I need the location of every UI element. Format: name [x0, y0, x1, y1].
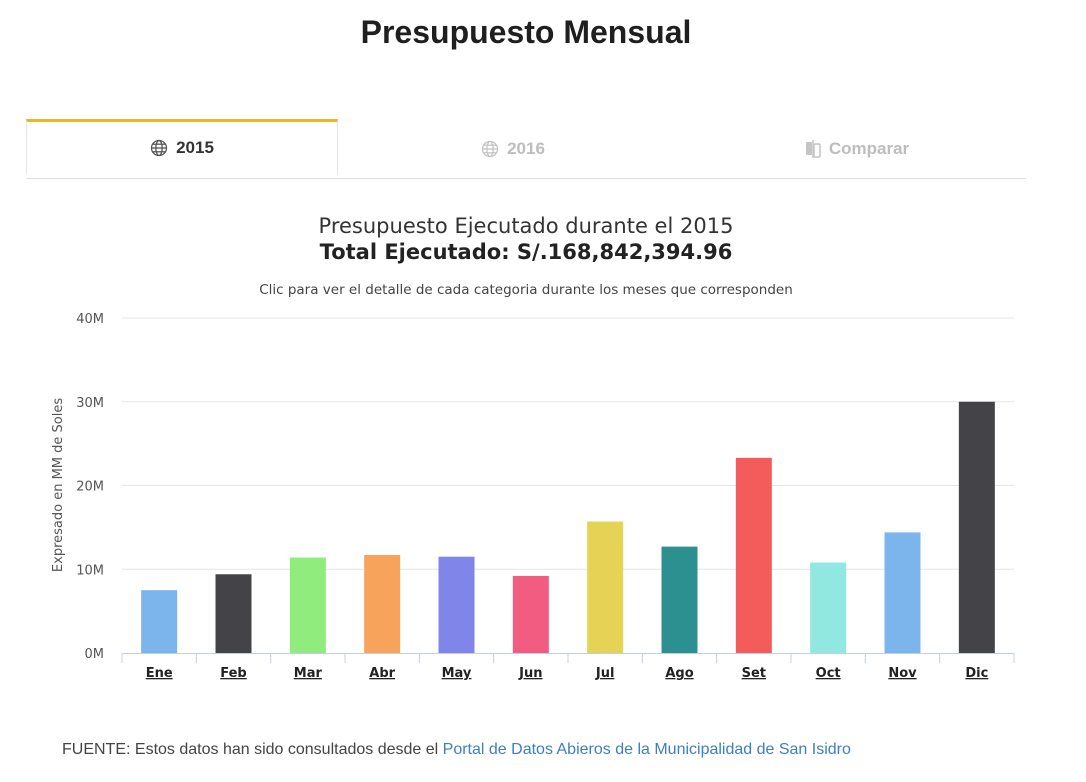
bar-set[interactable] — [735, 457, 772, 653]
bar-abr[interactable] — [364, 555, 401, 653]
globe-icon — [481, 140, 499, 158]
bar-nov[interactable] — [884, 532, 921, 653]
globe-icon — [150, 139, 168, 157]
x-tick-label[interactable]: Dic — [965, 666, 988, 681]
x-tick-label[interactable]: Jul — [595, 666, 615, 681]
tab-2016[interactable]: 2016 — [338, 120, 688, 178]
x-tick-label[interactable]: Feb — [220, 666, 246, 681]
datos-abiertos-link[interactable]: Portal de Datos Abieros de la Municipali… — [442, 741, 851, 758]
y-tick-label: 20M — [76, 480, 104, 495]
x-tick-label[interactable]: Mar — [294, 666, 323, 681]
page-title: Presupuesto Mensual — [360, 14, 692, 50]
x-tick-label[interactable]: Oct — [816, 666, 841, 681]
x-tick-label[interactable]: Set — [742, 666, 766, 681]
chart-title: Presupuesto Ejecutado durante el 2015 — [319, 214, 734, 238]
x-tick-label[interactable]: May — [442, 666, 472, 681]
compare-icon — [805, 140, 821, 158]
x-tick-label[interactable]: Nov — [888, 666, 917, 681]
y-tick-label: 10M — [76, 563, 104, 578]
year-tabs: 2015 2016 Comparar — [26, 119, 1026, 179]
x-tick-label[interactable]: Ago — [665, 666, 693, 681]
tab-comparar[interactable]: Comparar — [688, 120, 1026, 178]
chart-subtitle: Total Ejecutado: S/.168,842,394.96 — [320, 240, 733, 264]
bar-chart: Presupuesto Ejecutado durante el 2015 To… — [51, 214, 1015, 681]
bar-dic[interactable] — [958, 401, 995, 653]
footer-text: FUENTE: Estos datos han sido consultados… — [62, 741, 443, 758]
tab-2015-label: 2015 — [176, 138, 214, 157]
bar-jun[interactable] — [512, 575, 549, 653]
x-tick-label[interactable]: Jun — [518, 666, 542, 681]
y-tick-label: 30M — [76, 396, 104, 411]
tab-comparar-label: Comparar — [828, 139, 910, 158]
budget-chart: Presupuesto Ejecutado durante el 2015 To… — [0, 200, 1086, 700]
source-footer: FUENTE: Estos datos han sido consultados… — [62, 741, 851, 759]
y-axis-label: Expresado en MM de Soles — [51, 398, 66, 572]
bar-ago[interactable] — [661, 546, 698, 653]
bar-jul[interactable] — [587, 521, 624, 653]
bar-mar[interactable] — [289, 557, 326, 653]
tab-2015[interactable]: 2015 — [26, 119, 338, 175]
bar-may[interactable] — [438, 556, 475, 653]
y-tick-label: 40M — [76, 312, 104, 327]
bar-ene[interactable] — [141, 590, 178, 653]
bar-feb[interactable] — [215, 574, 252, 653]
x-tick-label[interactable]: Ene — [146, 666, 173, 681]
y-tick-label: 0M — [85, 647, 105, 662]
x-tick-label[interactable]: Abr — [369, 666, 395, 681]
tab-2016-label: 2016 — [507, 139, 545, 158]
bar-oct[interactable] — [810, 562, 847, 653]
chart-caption: Clic para ver el detalle de cada categor… — [259, 282, 793, 298]
